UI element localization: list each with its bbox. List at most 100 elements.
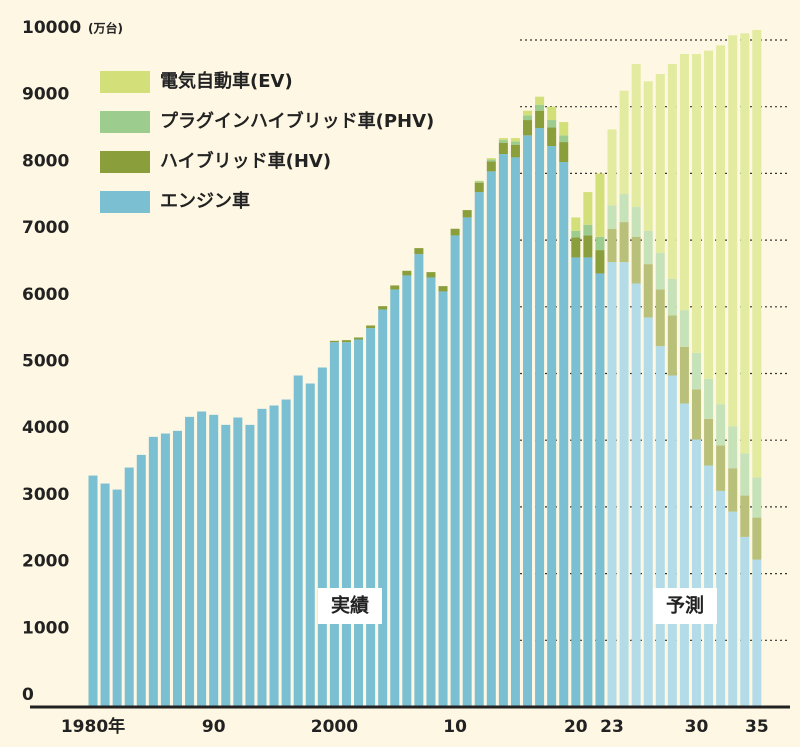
bar-segment (583, 257, 593, 707)
bar-segment (619, 262, 629, 707)
bar-segment (523, 110, 533, 116)
bar-segment (571, 237, 581, 258)
y-unit: (万台) (88, 21, 123, 36)
y-tick-label: 5000 (22, 352, 69, 372)
bar-segment (595, 273, 605, 707)
bar-segment (245, 424, 255, 707)
bar-segment (523, 135, 533, 708)
bar-segment (523, 115, 533, 121)
bar-segment (366, 325, 376, 329)
bar-segment (378, 306, 388, 310)
bar-segment (160, 433, 170, 707)
bar-segment (329, 342, 339, 707)
bar-segment (148, 436, 158, 707)
bar-segment (124, 467, 134, 707)
bar-segment (704, 465, 714, 707)
bar-segment (366, 328, 376, 707)
legend-swatch (100, 191, 150, 213)
bar-segment (667, 278, 677, 316)
bar-segment (752, 517, 762, 560)
bar-segment (692, 389, 701, 440)
bar-segment (619, 90, 629, 195)
bar-segment (583, 192, 593, 225)
bar-segment (341, 342, 351, 707)
bar-segment (559, 122, 569, 136)
bar-segment (607, 205, 617, 229)
bar-segment (547, 120, 557, 128)
y-tick-label: 6000 (22, 285, 69, 305)
bar-segment (329, 340, 339, 343)
bar-segment (112, 489, 122, 707)
annotation-box (653, 588, 717, 624)
bar-segment (510, 157, 520, 708)
bar-segment (607, 129, 617, 206)
bar-segment (547, 127, 557, 147)
y-tick-label: 7000 (22, 218, 69, 238)
bar-segment (486, 159, 496, 162)
bar-segment (474, 192, 484, 708)
legend-label: プラグインハイブリッド車(PHV) (160, 110, 434, 132)
legend-swatch (100, 71, 150, 93)
bar-segment (655, 289, 665, 347)
bar-segment (655, 346, 665, 707)
bar-segment (535, 104, 545, 111)
bar-segment (752, 477, 762, 518)
bar-segment (341, 340, 351, 343)
y-tick-label: 0 (22, 685, 34, 705)
legend-swatch (100, 111, 150, 133)
bar-segment (571, 257, 581, 707)
bar-segment (172, 430, 182, 707)
x-tick-label: 10 (443, 717, 467, 737)
bar-segment (728, 35, 738, 427)
bar-segment (752, 29, 762, 478)
x-tick-label: 23 (600, 717, 624, 737)
annotation: 予測 (666, 594, 704, 617)
bar-segment (631, 64, 641, 207)
bar-segment (704, 50, 714, 379)
bar-segment (486, 171, 496, 708)
bar-segment (462, 210, 472, 218)
bar-segment (474, 180, 484, 182)
bar-segment (704, 418, 714, 466)
bar-segment (547, 146, 557, 708)
bar-segment (559, 142, 569, 163)
bar-segment (390, 285, 400, 290)
bar-segment (221, 424, 231, 707)
bar-segment (474, 181, 484, 183)
bar-segment (209, 414, 219, 707)
bar-segment (269, 405, 279, 707)
bar-segment (293, 375, 303, 707)
bar-segment (498, 154, 508, 707)
y-tick-label: 3000 (22, 485, 69, 505)
bar-segment (510, 141, 520, 145)
bar-segment (450, 228, 460, 236)
bar-segment (667, 315, 677, 376)
bar-segment (450, 235, 460, 707)
annotation: 実績 (331, 594, 369, 617)
x-tick-label: 2000 (311, 717, 358, 737)
bar-segment (486, 158, 496, 160)
x-tick-label: 20 (564, 717, 588, 737)
annotation-box (318, 588, 382, 624)
bar-segment (281, 399, 291, 707)
bar-segment (414, 254, 424, 707)
bar-segment (426, 272, 436, 278)
bar-segment (631, 236, 641, 284)
bar-segment (728, 426, 738, 469)
bar-segment (438, 286, 448, 292)
bar-segment (607, 228, 617, 263)
bar-segment (523, 120, 533, 136)
bar-segment (535, 110, 545, 129)
legend-label: 電気自動車(EV) (160, 70, 293, 92)
bar-segment (595, 250, 605, 274)
legend-label: エンジン車 (160, 190, 250, 212)
bar-segment (679, 310, 689, 347)
bar-segment (740, 536, 750, 707)
bar-segment (498, 140, 508, 143)
bar-segment (197, 411, 207, 707)
bar-segment (655, 74, 665, 253)
bar-segment (510, 138, 520, 142)
bar-segment (462, 217, 472, 707)
bar-segment (547, 106, 557, 121)
bar-segment (233, 417, 243, 707)
